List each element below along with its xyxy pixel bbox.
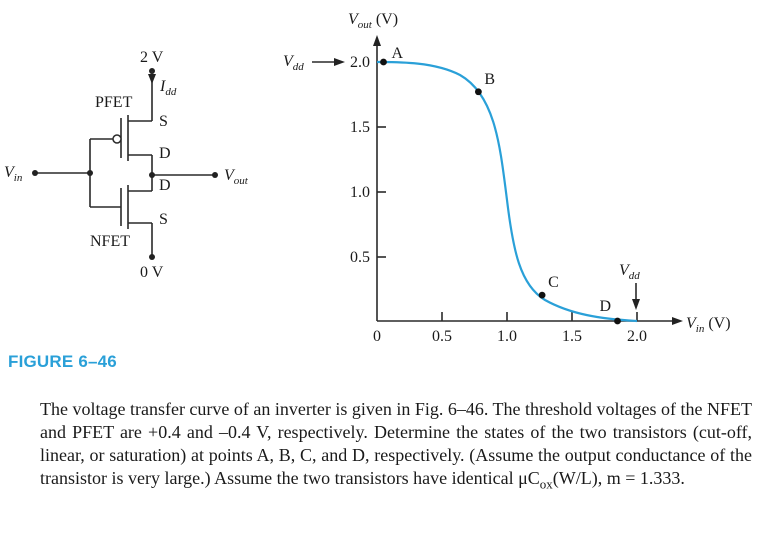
- supply-label: 2 V: [140, 49, 164, 66]
- y-tick-label-1-5: 1.5: [350, 119, 370, 136]
- vout-node: [212, 172, 218, 178]
- vdd-y-arrow-icon: [334, 58, 345, 66]
- x-ticks: 0 0.5 1.0 1.5 2.0: [373, 312, 647, 345]
- drain-junction: [149, 172, 155, 178]
- figure-caption: FIGURE 6–46: [8, 352, 117, 371]
- x-tick-label-0: 0: [373, 328, 381, 345]
- y-tick-label-0-5: 0.5: [350, 249, 370, 266]
- nfet-drain-label: D: [159, 177, 171, 194]
- point-b-marker: [475, 88, 482, 96]
- point-c-label: C: [548, 274, 559, 291]
- problem-body: The voltage transfer curve of an inverte…: [40, 399, 752, 488]
- point-d-label: D: [600, 298, 612, 315]
- y-axis-arrow-icon: [373, 35, 381, 46]
- x-tick-label-1-5: 1.5: [562, 328, 582, 345]
- point-a-marker: [380, 58, 387, 66]
- transfer-curve: [376, 60, 638, 323]
- vdd-x-label: Vdd: [619, 262, 640, 282]
- problem-subscript: ox: [539, 476, 553, 492]
- point-c-marker: [538, 291, 546, 299]
- problem-statement: The voltage transfer curve of an inverte…: [40, 398, 752, 496]
- nfet-source-label: S: [159, 211, 168, 228]
- x-tick-label-0-5: 0.5: [432, 328, 452, 345]
- pfet-gate-bubble-icon: [112, 134, 122, 144]
- y-ticks: 2.0 1.5 1.0 0.5: [350, 54, 386, 266]
- pfet-label: PFET: [95, 94, 133, 111]
- ground-node: [149, 254, 155, 260]
- pfet-source-label: S: [159, 113, 168, 130]
- ground-label: 0 V: [140, 264, 164, 281]
- point-a-label: A: [392, 45, 404, 62]
- nfet-label: NFET: [90, 233, 130, 250]
- vdd-y-label: Vdd: [283, 53, 304, 73]
- x-tick-label-2-0: 2.0: [627, 328, 647, 345]
- pfet-drain-label: D: [159, 145, 171, 162]
- x-axis-arrow-icon: [672, 317, 683, 325]
- curve-points: A B C D: [380, 45, 621, 325]
- vout-label: Vout: [224, 167, 249, 187]
- y-tick-label-1-0: 1.0: [350, 184, 370, 201]
- vin-label: Vin: [4, 164, 23, 184]
- x-tick-label-1-0: 1.0: [497, 328, 517, 345]
- gate-junction: [87, 170, 93, 176]
- y-tick-label-2-0: 2.0: [350, 54, 370, 71]
- point-d-marker: [614, 317, 621, 325]
- x-axis-title: Vin (V): [686, 315, 731, 335]
- point-b-label: B: [484, 71, 495, 88]
- vdd-x-arrow-icon: [632, 299, 640, 310]
- transfer-curve-plot: Vout (V) Vin (V) 2.0 1.5 1.0 0.5 0 0.5 1…: [283, 11, 731, 345]
- vin-node: [32, 170, 38, 176]
- figure-6-46: 2 V Idd PFET S D Vout D S NFET 0 V: [4, 11, 731, 345]
- problem-tail: (W/L), m = 1.333.: [552, 468, 685, 488]
- inverter-circuit: 2 V Idd PFET S D Vout D S NFET 0 V: [4, 49, 249, 281]
- current-arrow-icon: [148, 74, 156, 84]
- y-axis-title: Vout (V): [348, 11, 398, 31]
- current-label: Idd: [159, 78, 177, 98]
